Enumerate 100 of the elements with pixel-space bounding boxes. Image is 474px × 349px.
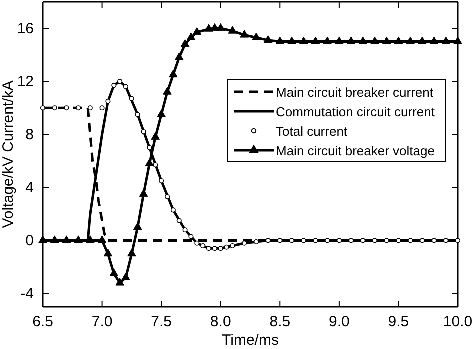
point [100, 106, 105, 111]
point [394, 36, 404, 44]
point [98, 236, 107, 244]
y-tick-label: -4 [20, 286, 34, 303]
legend-label: Total current [276, 124, 348, 139]
x-tick-label: 7.0 [92, 314, 113, 331]
x-tick-label: 8.5 [270, 314, 291, 331]
y-tick-label: 8 [26, 126, 34, 144]
point [311, 36, 320, 44]
point [200, 243, 206, 249]
point [122, 272, 130, 280]
point [335, 36, 344, 44]
point [455, 238, 461, 244]
point [176, 218, 182, 224]
point [186, 32, 196, 40]
point [252, 32, 261, 40]
point [62, 236, 72, 244]
point [159, 178, 164, 184]
x-tick-label: 9.0 [329, 314, 350, 331]
point [180, 39, 190, 48]
point [141, 129, 146, 134]
point [135, 112, 140, 118]
point [145, 158, 154, 166]
y-tick-label: 12 [17, 73, 34, 90]
x-tick-label: 8.0 [210, 314, 232, 331]
point [64, 106, 70, 111]
point [370, 36, 380, 44]
point [444, 238, 449, 244]
point [396, 238, 402, 244]
point [384, 238, 390, 244]
point [153, 162, 158, 168]
point [86, 236, 95, 244]
point [372, 238, 378, 244]
point [240, 30, 249, 38]
y-tick-label: 0 [26, 232, 34, 250]
point [432, 238, 437, 244]
point [139, 189, 148, 197]
point [88, 106, 93, 111]
point [204, 24, 214, 32]
x-tick-label: 6.5 [32, 314, 54, 331]
point [254, 240, 259, 245]
point [182, 228, 188, 233]
point [212, 246, 218, 252]
point [112, 83, 117, 88]
point [118, 79, 123, 84]
point [163, 87, 172, 95]
point [74, 236, 83, 244]
point [336, 238, 342, 244]
y-tick-label: 4 [26, 179, 34, 196]
point [194, 240, 200, 246]
point [358, 36, 368, 44]
point [192, 27, 202, 36]
point [133, 222, 142, 230]
point [230, 243, 236, 249]
point [418, 36, 427, 44]
legend-label: Commutation circuit current [276, 104, 436, 120]
point [228, 26, 238, 34]
point [430, 36, 439, 44]
point [406, 36, 415, 44]
x-tick-label: 10.0 [443, 314, 473, 331]
point [52, 106, 58, 111]
point [216, 23, 226, 32]
point [164, 194, 170, 200]
point [50, 236, 60, 244]
point [266, 238, 271, 244]
point [224, 244, 230, 250]
legend-label: Main circuit breaker voltage [276, 144, 435, 158]
x-axis-title: Time/ms [222, 332, 279, 349]
point [174, 52, 184, 60]
point [301, 238, 306, 244]
y-axis-title: Voltage/kV Current/kA [0, 80, 17, 228]
point [264, 35, 273, 44]
point [420, 238, 425, 244]
x-tick-label: 9.5 [388, 314, 410, 331]
point [76, 106, 82, 111]
point [346, 36, 356, 44]
point [323, 36, 332, 44]
point [454, 36, 462, 44]
point [360, 238, 366, 244]
point [128, 248, 136, 257]
point [289, 238, 295, 244]
point [151, 132, 160, 140]
point [442, 36, 451, 44]
point [276, 36, 285, 44]
point [110, 268, 119, 276]
point [106, 98, 111, 104]
point [325, 238, 330, 244]
point [40, 106, 46, 111]
point [157, 110, 166, 118]
point [104, 248, 113, 257]
point [288, 36, 296, 44]
point [170, 208, 176, 213]
point [123, 84, 129, 90]
point [313, 238, 318, 244]
x-tick-label: 7.5 [151, 314, 172, 331]
y-tick-label: 16 [17, 20, 34, 38]
point [218, 246, 224, 252]
point [382, 36, 392, 44]
point [147, 145, 152, 150]
point [278, 238, 283, 244]
